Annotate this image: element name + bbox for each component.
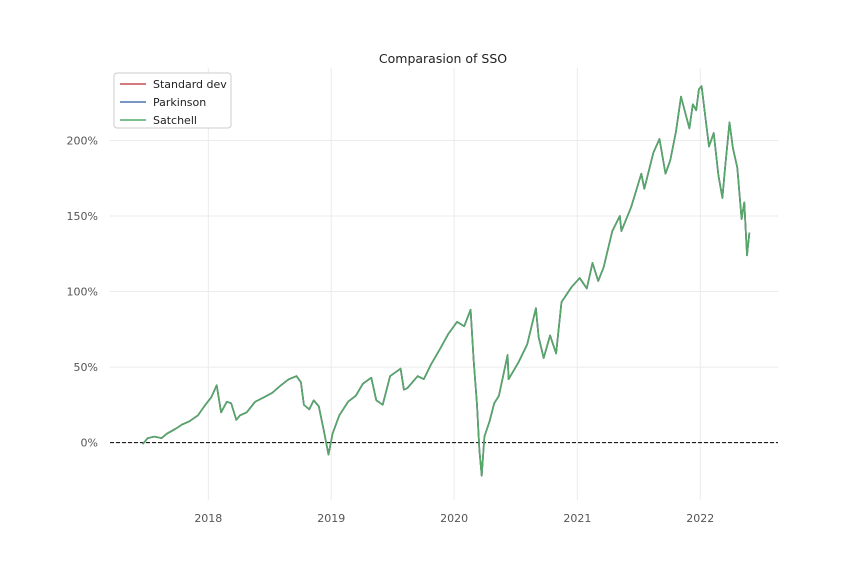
series-layer — [142, 85, 751, 477]
legend-frame — [113, 72, 232, 129]
y-tick-label: 200% — [67, 135, 98, 148]
y-tick-label: 50% — [74, 361, 98, 374]
chart-title: Comparasion of SSO — [379, 51, 507, 66]
series-line-2 — [142, 85, 751, 477]
legend-label: Standard dev — [153, 78, 227, 91]
grid — [110, 68, 778, 500]
x-tick-label: 2021 — [563, 512, 591, 525]
y-tick-label: 0% — [81, 437, 98, 450]
x-axis-ticks: 2018 2019 2020 2021 2022 — [194, 512, 714, 525]
x-tick-label: 2022 — [686, 512, 714, 525]
legend: Standard dev Parkinson Satchell — [113, 72, 232, 129]
y-tick-label: 100% — [67, 286, 98, 299]
x-tick-label: 2018 — [194, 512, 222, 525]
legend-label: Satchell — [153, 114, 197, 127]
legend-label: Parkinson — [153, 96, 206, 109]
x-tick-label: 2020 — [440, 512, 468, 525]
x-tick-label: 2019 — [317, 512, 345, 525]
y-axis-ticks: 0% 50% 100% 150% 200% — [67, 135, 98, 450]
y-tick-label: 150% — [67, 210, 98, 223]
